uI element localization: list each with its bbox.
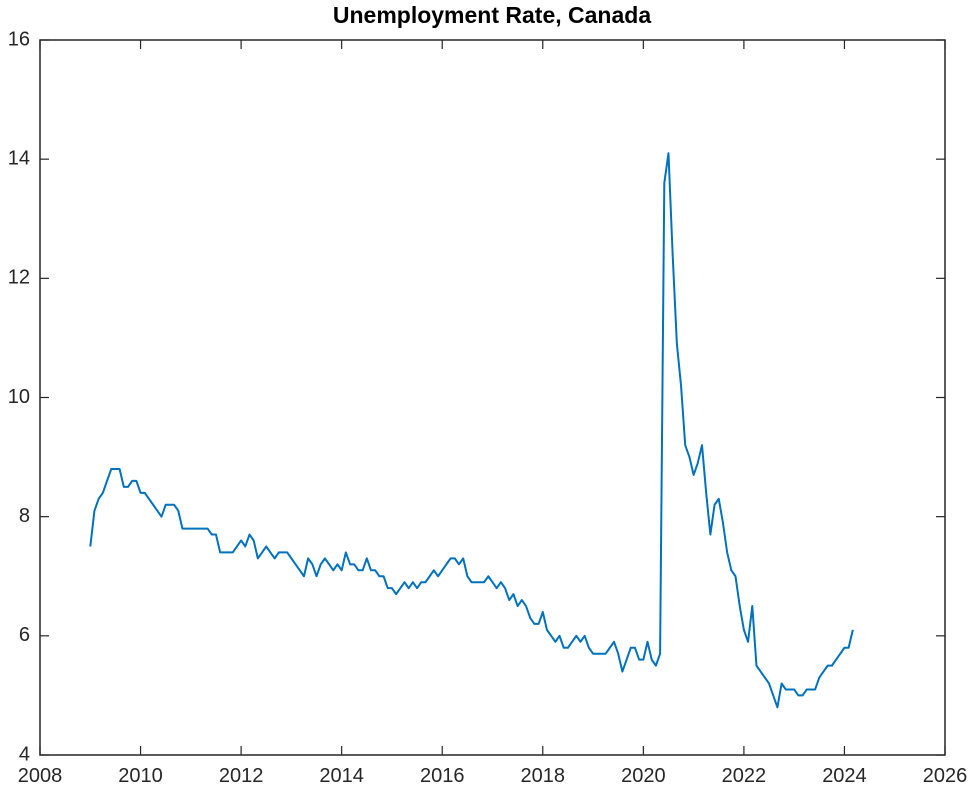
- y-tick-label: 16: [8, 28, 30, 50]
- y-tick-label: 14: [8, 147, 30, 169]
- x-tick-label: 2014: [319, 765, 364, 787]
- x-tick-label: 2026: [923, 765, 968, 787]
- x-tick-label: 2024: [822, 765, 867, 787]
- y-tick-label: 12: [8, 267, 30, 289]
- chart-title: Unemployment Rate, Canada: [333, 2, 651, 28]
- y-tick-label: 4: [19, 743, 30, 765]
- x-tick-label: 2008: [18, 765, 63, 787]
- x-tick-label: 2016: [420, 765, 465, 787]
- x-tick-label: 2018: [521, 765, 566, 787]
- data-line: [89, 152, 854, 709]
- x-tick-label: 2020: [621, 765, 666, 787]
- y-tick-label: 6: [19, 624, 30, 646]
- x-tick-label: 2012: [219, 765, 264, 787]
- x-tick-label: 2022: [722, 765, 767, 787]
- y-tick-label: 8: [19, 505, 30, 527]
- x-tick-label: 2010: [118, 765, 163, 787]
- y-tick-label: 10: [8, 386, 30, 408]
